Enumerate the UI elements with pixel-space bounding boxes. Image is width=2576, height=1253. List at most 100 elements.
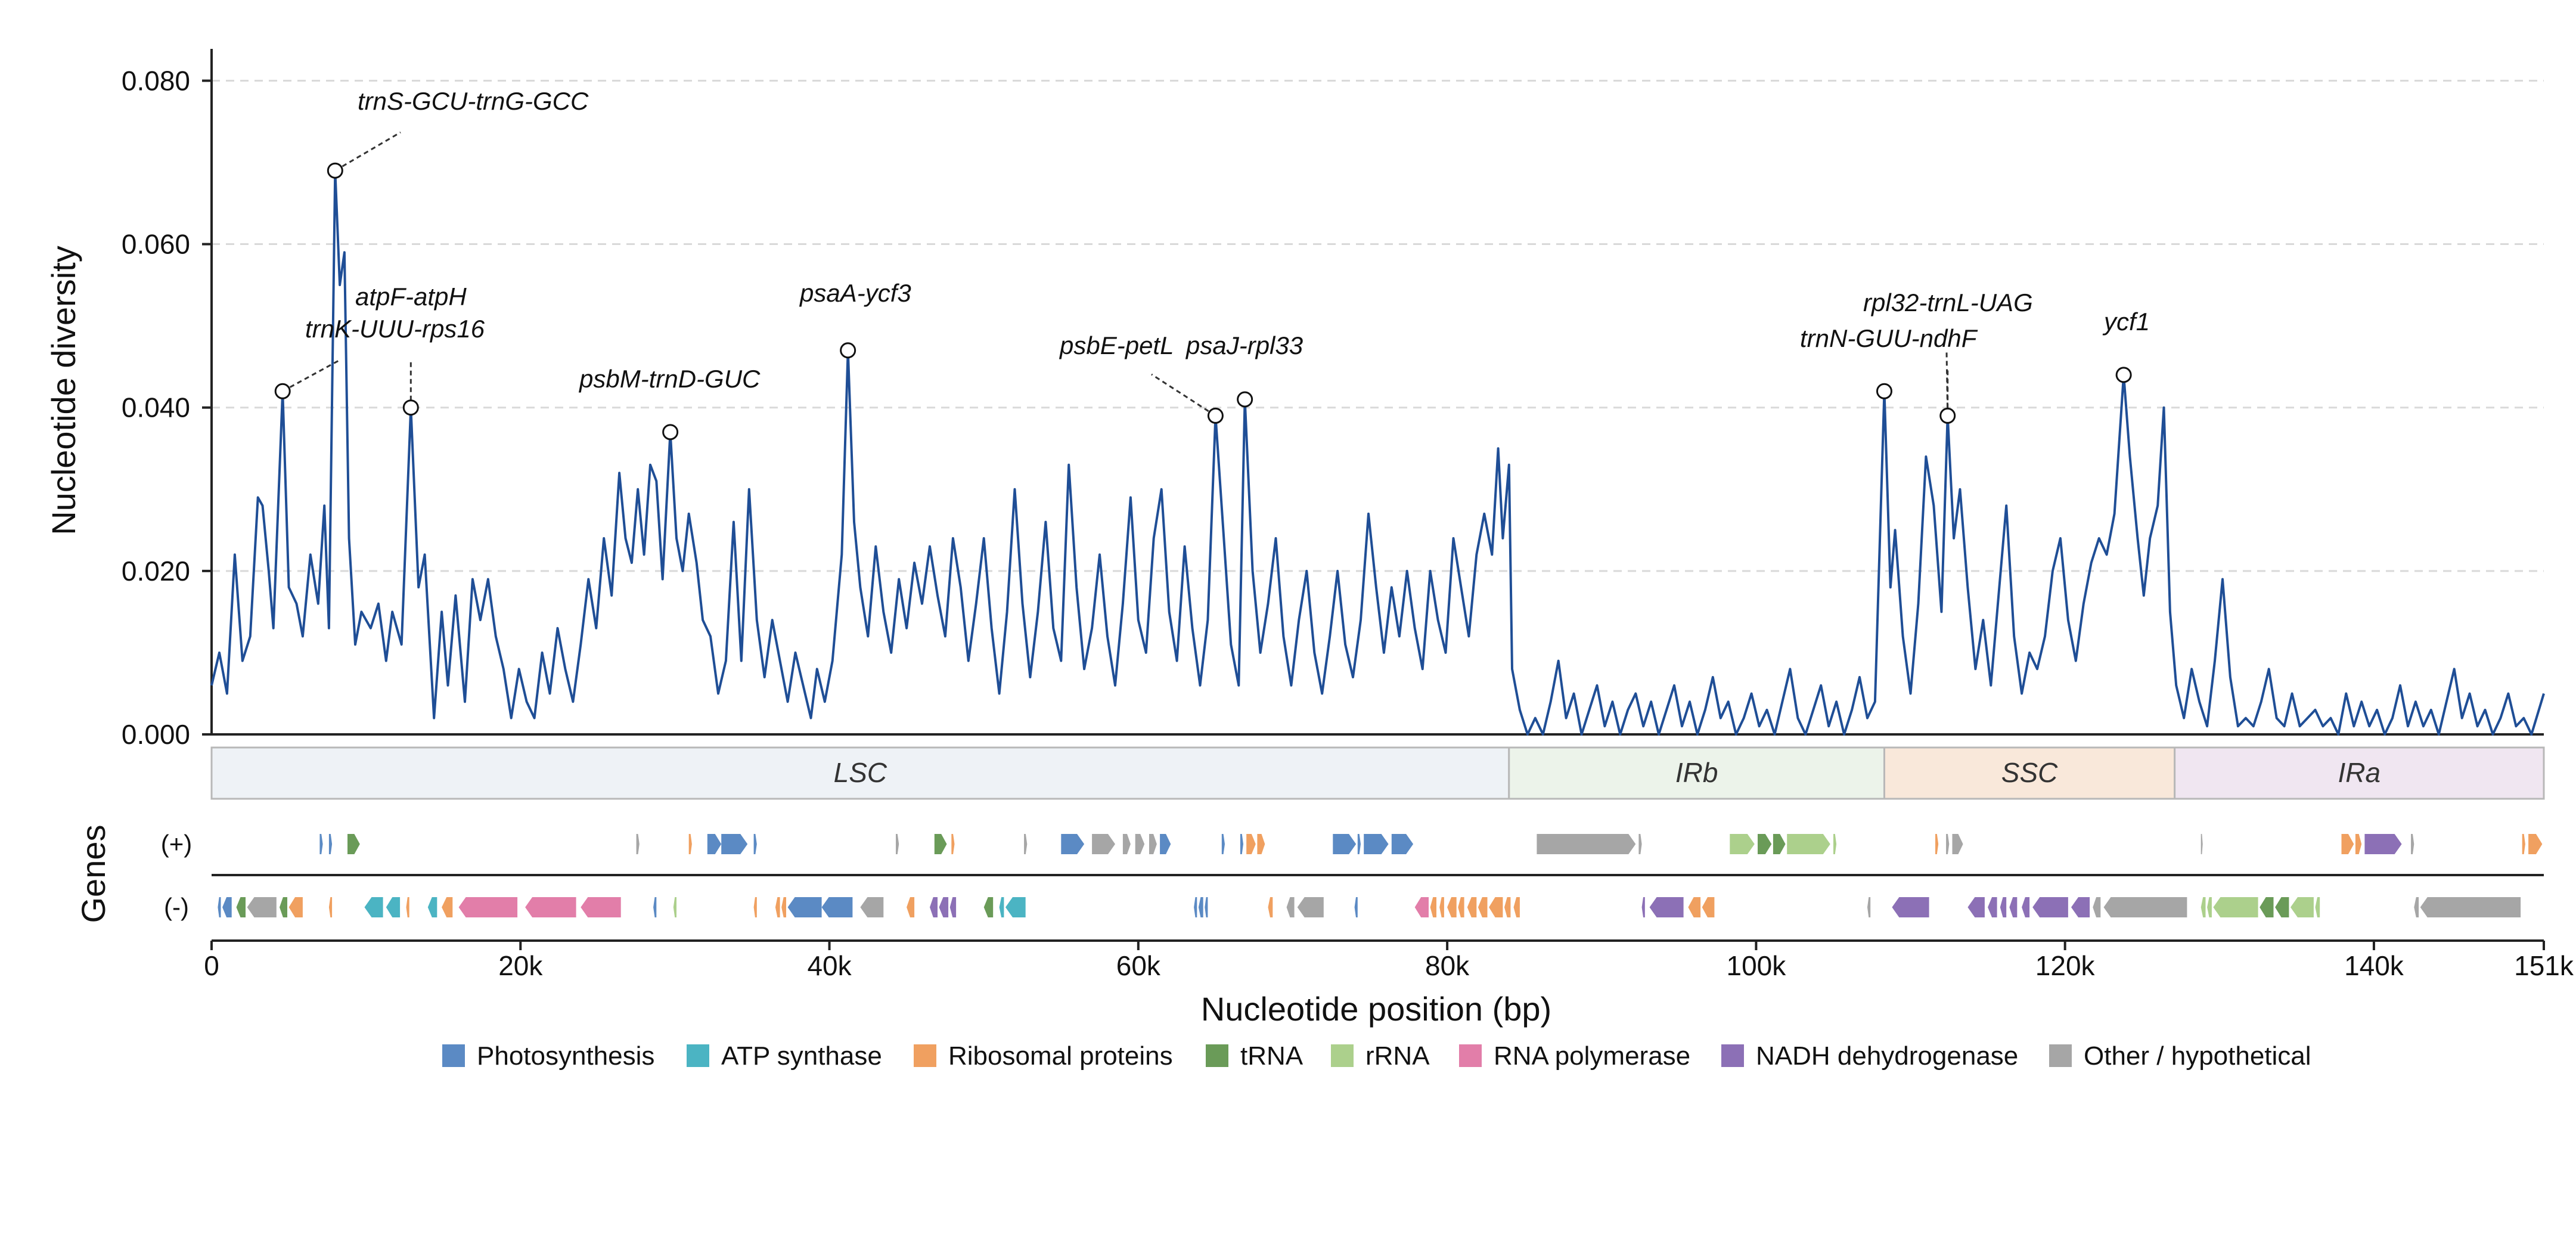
gene-minus [2103,897,2187,917]
legend-swatch [1331,1044,1354,1067]
gene-minus [930,897,938,917]
gene-plus [1024,834,1028,854]
legend-label: NADH dehydrogenase [1756,1041,2018,1071]
gene-minus [1892,897,1929,917]
y-tick-label: 0.020 [122,556,190,587]
peak-marker [840,342,856,359]
gene-plus [2341,834,2354,854]
gene-plus [1221,834,1225,854]
peak-label: atpF-atpH [355,283,467,311]
gene-plus [1946,834,1950,854]
gene-plus [1935,834,1939,854]
gene-minus [1005,897,1026,917]
legend-label: ATP synthase [721,1041,882,1071]
gene-minus [2275,897,2289,917]
gene-minus [1286,897,1295,917]
gene-plus [1149,834,1157,854]
x-tick-label: 60k [1116,950,1161,981]
peak-marker [1876,383,1892,399]
gene-minus [236,897,246,917]
gene-minus [939,897,949,917]
legend: Photosynthesis ATP synthase Ribosomal prot… [442,1041,2311,1071]
gene-plus [1773,834,1786,854]
gene-minus [525,897,576,917]
peak-annotations: trnS-GCU-trnG-GCC atpF-atpH trnK-UUU-rps16… [274,87,2150,441]
diversity-series [210,169,2545,736]
x-axis: 0 20k 40k 60k 80k 100k 120k 140k 151k [204,939,2574,981]
gene-minus [999,897,1004,917]
gene-minus [653,897,657,917]
gene-minus [1649,897,1684,917]
gene-minus [2291,897,2314,917]
gene-plus [1357,834,1361,854]
gene-plus [1122,834,1131,854]
gene-minus [1478,897,1488,917]
gene-minus [1354,897,1358,917]
gene-plus [707,834,722,854]
gene-minus [581,897,621,917]
gene-minus [406,897,409,917]
legend-label: rRNA [1365,1041,1430,1071]
y-tick-label: 0.040 [122,392,190,423]
gene-plus [2528,834,2543,854]
region-label: IRa [2338,757,2381,788]
gene-minus [2009,897,2018,917]
gene-plus [1092,834,1115,854]
gene-minus [247,897,277,917]
peak-label: trnN-GUU-ndhF [1800,324,1978,352]
gene-minus [781,897,786,917]
gene-minus [907,897,915,917]
gene-minus [1967,897,1985,917]
gene-minus [364,897,383,917]
gene-minus [218,897,221,917]
y-tick-label: 0.060 [122,229,190,260]
gene-minus [2032,897,2068,917]
x-tick-label: 120k [2035,950,2096,981]
gene-minus [1641,897,1645,917]
gene-minus [673,897,676,917]
gene-minus [2213,897,2258,917]
legend-label: RNA polymerase [1494,1041,1690,1071]
x-tick-label: 151k [2514,950,2574,981]
gene-plus [2411,834,2414,854]
gene-minus [2420,897,2521,917]
gene-minus [427,897,437,917]
genes-track-title: Genes [75,825,112,923]
legend-label: tRNA [1240,1041,1303,1071]
peak-marker [2115,367,2132,383]
gridlines [212,79,2544,572]
legend-swatch [1459,1044,1482,1067]
gene-plus [2522,834,2525,854]
gene-plus [1537,834,1636,854]
gene-minus [2093,897,2101,917]
gene-minus [1205,897,1208,917]
gene-minus [860,897,884,917]
legend-swatch [1206,1044,1228,1067]
gene-plus [1364,834,1389,854]
gene-minus [280,897,287,917]
gene-minus [1988,897,1997,917]
gene-minus [2000,897,2007,917]
peak-marker [402,399,419,416]
gene-plus [721,834,748,854]
gene-plus [896,834,899,854]
peak-marker [274,383,291,399]
gene-minus [2260,897,2274,917]
gene-minus [222,897,232,917]
x-tick-label: 140k [2344,950,2404,981]
peak-marker [1237,391,1253,408]
gene-plus [1730,834,1755,854]
legend-label: Other / hypothetical [2084,1041,2311,1071]
strand-minus-label: (-) [164,893,189,921]
gene-minus [1467,897,1477,917]
x-tick-label: 0 [204,950,219,981]
gene-plus [2201,834,2203,854]
gene-minus [1430,897,1436,917]
region-lsc [210,746,1510,800]
x-tick-label: 20k [498,950,543,981]
gene-minus [1194,897,1197,917]
gene-plus [347,834,360,854]
region-ssc [1883,746,2176,800]
gene-plus [1391,834,1414,854]
gene-minus [1513,897,1520,917]
